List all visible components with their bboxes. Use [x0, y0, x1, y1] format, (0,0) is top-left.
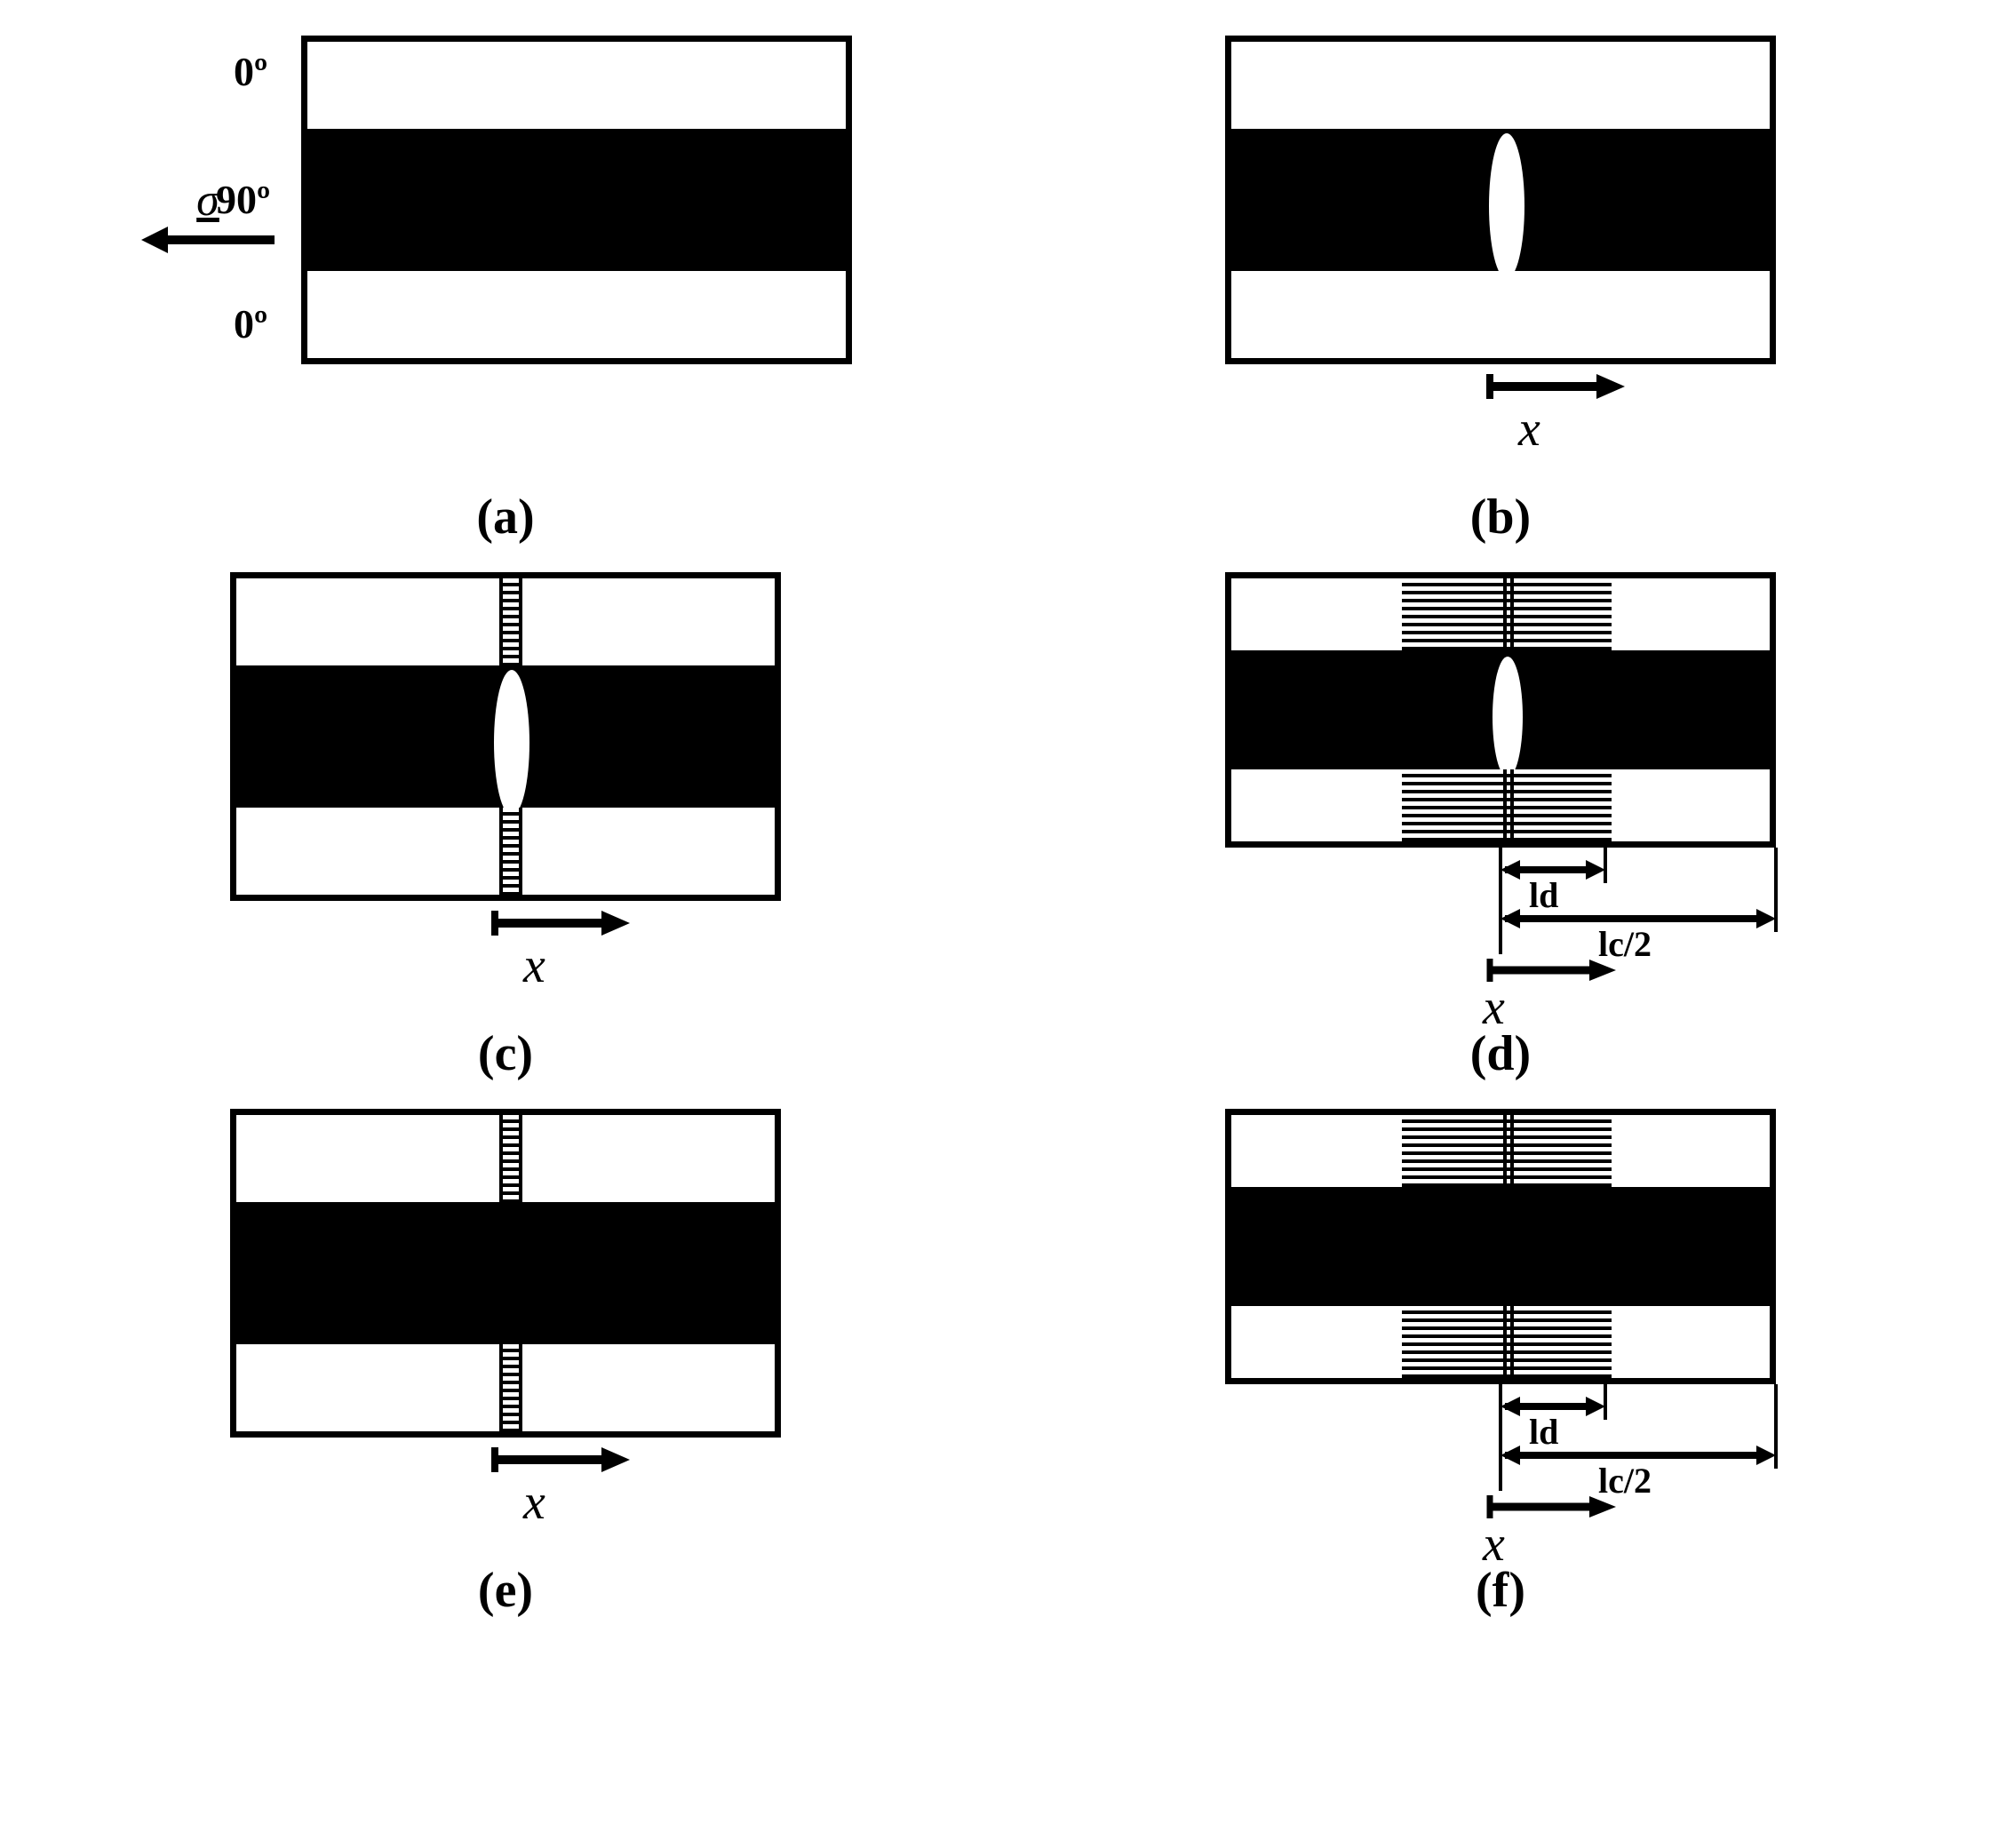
panel-b-label: (b): [1470, 489, 1531, 546]
x-label-c: x: [523, 937, 545, 994]
middle-layer-a: [307, 129, 846, 271]
delam-top-d-vline-l: [1503, 578, 1507, 650]
middle-layer-f: [1231, 1187, 1770, 1305]
x-arrow-e-icon: [488, 1442, 630, 1478]
crack-d: [1493, 657, 1523, 777]
delam-bot-d: [1402, 769, 1612, 841]
panel-c: x (c): [70, 572, 941, 1082]
panel-c-label: (c): [478, 1025, 533, 1082]
delam-bot-d-vline-l: [1503, 769, 1507, 841]
laminate-d: [1225, 572, 1776, 848]
delam-top-f-vline-l: [1503, 1115, 1507, 1187]
outer-crack-top-e: [499, 1115, 522, 1202]
panel-a: σ 0º 90º 0º (a): [70, 36, 941, 546]
angle-90: 90º: [216, 176, 270, 223]
laminate-c: [230, 572, 781, 901]
panel-a-stage: σ 0º 90º 0º: [150, 36, 861, 480]
panel-b: σ x (b): [1065, 36, 1936, 546]
arrow-left-icon: [141, 222, 275, 258]
x-label-b: x: [1518, 401, 1540, 458]
x-label-e: x: [523, 1474, 545, 1531]
dims-d-svg: [1145, 848, 1856, 963]
outer-crack-bot-c: [499, 808, 522, 895]
panel-d-stage: ld lc/2 x: [1145, 572, 1856, 1016]
x-arrow-c-icon: [488, 905, 630, 941]
angle-0-bot: 0º: [234, 300, 267, 347]
delam-top-d-vline-r: [1510, 578, 1514, 650]
delam-bot-d-vline-r: [1510, 769, 1514, 841]
delam-top-f-vline-r: [1510, 1115, 1514, 1187]
panel-e-stage: x: [150, 1109, 861, 1553]
outer-crack-bot-e: [499, 1344, 522, 1431]
delam-bot-f: [1402, 1306, 1612, 1378]
laminate-f: [1225, 1109, 1776, 1384]
panel-f: ld lc/2 x (f): [1065, 1109, 1936, 1619]
panel-d: ld lc/2 x (d): [1065, 572, 1936, 1082]
x-axis-f: x: [1483, 1491, 1616, 1573]
panel-e-label: (e): [478, 1562, 533, 1619]
delam-top-f: [1402, 1115, 1612, 1187]
middle-layer-e: [236, 1202, 775, 1344]
panel-e: x (e): [70, 1109, 941, 1619]
delam-bot-f-vline-l: [1503, 1306, 1507, 1378]
delam-top-d: [1402, 578, 1612, 650]
x-arrow-b-icon: [1483, 369, 1625, 404]
x-axis-c: x: [488, 905, 630, 994]
x-label-f: x: [1483, 1516, 1505, 1573]
laminate-e: [230, 1109, 781, 1438]
crack-b: [1489, 133, 1524, 279]
panel-b-stage: σ x: [1145, 36, 1856, 480]
panel-c-stage: x: [150, 572, 861, 1016]
laminate-b: [1225, 36, 1776, 364]
outer-crack-top-c: [499, 578, 522, 665]
panel-f-stage: ld lc/2 x: [1145, 1109, 1856, 1553]
delam-bot-f-vline-r: [1510, 1306, 1514, 1378]
ld-label-d: ld: [1529, 874, 1558, 916]
x-axis-d: x: [1483, 954, 1616, 1036]
x-label-d: x: [1483, 979, 1505, 1036]
panel-a-label: (a): [476, 489, 534, 546]
crack-c: [494, 670, 529, 816]
laminate-a: [301, 36, 852, 364]
angle-0-top: 0º: [234, 48, 267, 95]
figure-grid: σ 0º 90º 0º (a) σ: [70, 36, 1936, 1619]
ld-label-f: ld: [1529, 1411, 1558, 1453]
x-axis-e: x: [488, 1442, 630, 1531]
dims-f-svg: [1145, 1384, 1856, 1500]
x-axis-b: x: [1483, 369, 1625, 458]
